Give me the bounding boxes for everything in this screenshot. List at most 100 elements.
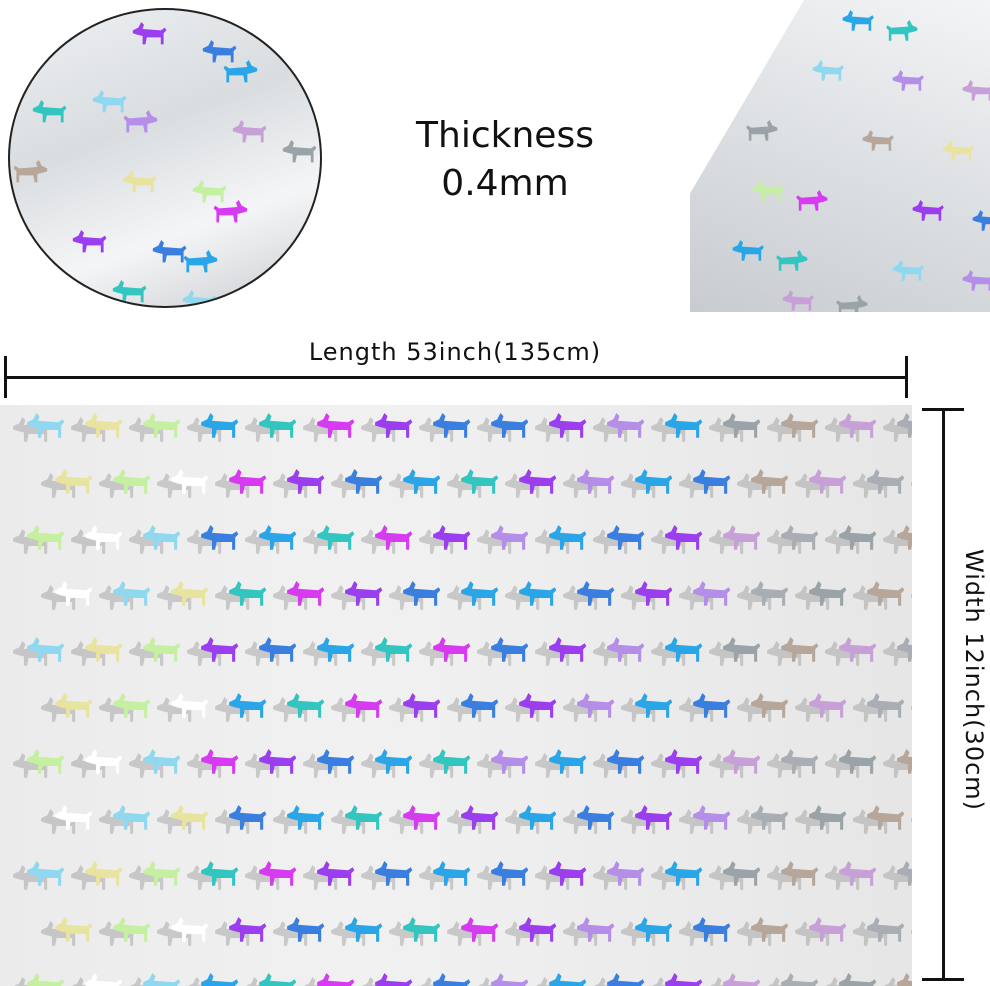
dog-shadow <box>737 809 775 834</box>
width-label: Width 12inch(30cm) <box>960 548 988 812</box>
dog-icon <box>665 637 703 662</box>
dog-icon <box>491 749 529 774</box>
dog-shadow <box>709 753 747 778</box>
dog-icon <box>867 581 905 606</box>
dog-icon <box>201 637 239 662</box>
dog-shadow <box>129 977 167 986</box>
dog-icon <box>892 70 924 91</box>
dog-icon <box>152 240 187 263</box>
dog-shadow <box>303 977 341 986</box>
length-tick-right <box>905 356 908 398</box>
dog-icon <box>461 581 499 606</box>
dog-icon <box>912 200 944 221</box>
dog-icon <box>55 469 93 494</box>
dog-shadow <box>13 529 51 554</box>
dog-shadow <box>767 417 805 442</box>
dog-shadow <box>331 697 369 722</box>
dog-icon <box>635 805 673 830</box>
dog-icon <box>259 413 297 438</box>
dog-shadow <box>853 473 891 498</box>
dog-icon <box>839 861 877 886</box>
dog-shadow <box>99 921 137 946</box>
dog-icon <box>897 973 912 986</box>
dog-shadow <box>795 921 833 946</box>
dog-icon <box>132 22 167 45</box>
dog-icon <box>897 413 912 438</box>
dog-shadow <box>99 473 137 498</box>
dog-icon <box>85 749 123 774</box>
dog-shadow <box>709 977 747 986</box>
dog-icon <box>491 525 529 550</box>
dog-shadow <box>593 865 631 890</box>
dog-shadow <box>447 585 485 610</box>
dog-shadow <box>361 753 399 778</box>
dog-shadow <box>593 977 631 986</box>
dog-icon <box>171 917 209 942</box>
dog-shadow <box>13 417 51 442</box>
dog-icon <box>867 693 905 718</box>
dog-icon <box>317 637 355 662</box>
dog-icon <box>232 120 267 143</box>
dog-icon <box>812 60 844 81</box>
dog-icon <box>782 290 814 311</box>
dog-shadow <box>215 809 253 834</box>
dog-icon <box>85 637 123 662</box>
dog-shadow <box>447 809 485 834</box>
dog-icon <box>259 749 297 774</box>
dog-shadow <box>187 865 225 890</box>
dog-shadow <box>853 809 891 834</box>
dog-shadow <box>157 809 195 834</box>
dog-icon <box>55 693 93 718</box>
dog-shadow <box>419 753 457 778</box>
dog-icon <box>345 917 383 942</box>
dog-icon <box>897 525 912 550</box>
dog-shadow <box>303 529 341 554</box>
dog-icon <box>607 973 645 986</box>
dog-shadow <box>795 473 833 498</box>
dog-icon <box>403 805 441 830</box>
sheet-dogs <box>13 413 912 986</box>
dog-icon <box>962 80 990 101</box>
dog-shadow <box>767 753 805 778</box>
dog-icon <box>897 749 912 774</box>
dog-shadow <box>71 977 109 986</box>
dog-icon <box>577 693 615 718</box>
dog-shadow <box>563 809 601 834</box>
dog-shadow <box>331 809 369 834</box>
dog-icon <box>143 861 181 886</box>
dog-shadow <box>767 529 805 554</box>
dog-icon <box>317 525 355 550</box>
thickness-value: 0.4mm <box>441 163 569 204</box>
width-tick-top <box>922 408 964 411</box>
dog-icon <box>723 861 761 886</box>
dog-shadow <box>41 809 79 834</box>
dog-shadow <box>273 585 311 610</box>
dog-shadow <box>767 977 805 986</box>
dog-shadow <box>303 417 341 442</box>
dog-shadow <box>563 697 601 722</box>
thickness-text: Thickness 0.4mm <box>380 112 630 208</box>
thickness-label: Thickness <box>416 115 594 156</box>
dog-icon <box>113 805 151 830</box>
dog-shadow <box>563 921 601 946</box>
dog-icon <box>607 861 645 886</box>
dog-icon <box>665 861 703 886</box>
dog-shadow <box>737 697 775 722</box>
dog-shadow <box>447 473 485 498</box>
dog-icon <box>229 917 267 942</box>
dog-shadow <box>679 585 717 610</box>
dog-shadow <box>709 417 747 442</box>
dog-icon <box>752 180 784 201</box>
dog-shadow <box>853 921 891 946</box>
dog-shadow <box>477 977 515 986</box>
holographic-sheet <box>0 405 912 986</box>
dog-shadow <box>911 705 912 710</box>
dog-icon <box>519 805 557 830</box>
dog-icon <box>836 295 868 312</box>
dog-icon <box>723 749 761 774</box>
dog-shadow <box>651 641 689 666</box>
dog-icon <box>809 581 847 606</box>
dog-shadow <box>767 641 805 666</box>
dog-icon <box>317 973 355 986</box>
dog-icon <box>213 200 248 223</box>
